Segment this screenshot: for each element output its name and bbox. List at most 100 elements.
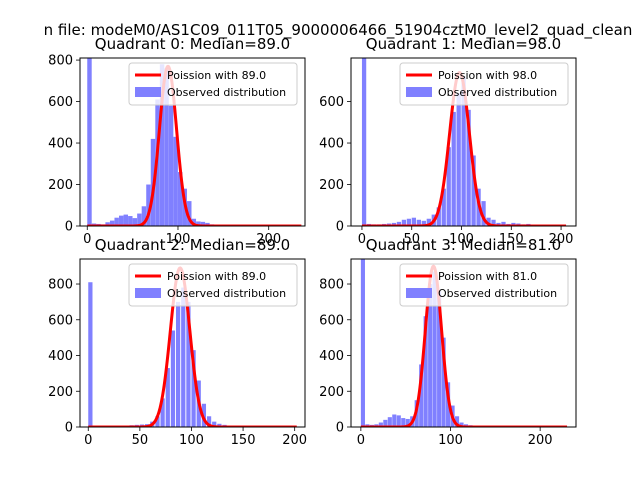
histogram-bar: [88, 282, 93, 427]
histogram-bar: [459, 422, 464, 427]
x-tick-label: 150: [231, 433, 256, 448]
histogram-bar: [416, 219, 421, 226]
legend-box: [128, 62, 298, 106]
legend: Poission with 81.0 Observed distribution: [399, 263, 569, 307]
histogram-bar: [119, 215, 124, 226]
histogram-bar: [446, 147, 451, 226]
y-tick-label: 800: [48, 54, 73, 69]
histogram-bar: [501, 221, 506, 226]
histogram-bar: [173, 136, 178, 226]
histogram-bar: [196, 221, 201, 226]
histogram-bar: [401, 219, 407, 226]
legend: Poission with 89.0 Observed distribution: [128, 62, 298, 106]
x-tick-label: 0: [357, 433, 365, 448]
y-tick-label: 0: [65, 220, 73, 235]
histogram-bar: [437, 291, 442, 427]
subplot-quadrant-1: 0 50 100 150 200 0 200 400 600 Quadrant 1: Median…: [319, 35, 577, 247]
histogram-bar: [441, 188, 446, 226]
axes-frame: [79, 258, 306, 428]
histogram-bar: [170, 330, 176, 427]
y-tick-label: 0: [336, 421, 344, 436]
histogram-bar: [481, 201, 486, 226]
legend-observed-label: Observed distribution: [438, 287, 557, 300]
histogram-bar: [205, 222, 210, 226]
histogram-bar: [160, 398, 165, 427]
x-tick-label: 100: [179, 433, 204, 448]
histogram-bar: [168, 105, 174, 226]
y-tick-label: 200: [48, 178, 73, 193]
histogram-bar: [217, 423, 222, 427]
legend: Poission with 98.0 Observed distribution: [399, 62, 569, 106]
histogram-bar: [406, 218, 412, 226]
x-tick-label: 200: [528, 433, 553, 448]
histogram-bar: [419, 364, 424, 427]
subplot-title: Quadrant 1: Median=98.0: [366, 35, 561, 53]
subplot-quadrant-3: 0 100 200 0 200 400 600 800 Quadrant 3: Median=8…: [319, 236, 577, 448]
histogram-bar: [200, 221, 206, 226]
histogram-bar: [159, 64, 165, 226]
histogram-bar: [165, 368, 170, 427]
histogram-bar: [441, 337, 446, 427]
histogram-bar: [491, 219, 496, 226]
y-tick-label: 800: [48, 278, 73, 293]
histogram-bar: [206, 416, 212, 427]
y-tick-label: 400: [319, 349, 344, 364]
histogram-bar: [378, 422, 383, 427]
histogram-bar: [186, 301, 191, 427]
histogram-bar: [114, 217, 119, 226]
histogram-bar: [360, 259, 365, 427]
legend-observed-label: Observed distribution: [167, 86, 286, 99]
histogram-bar: [109, 220, 115, 226]
y-tick-label: 200: [319, 385, 344, 400]
legend: Poission with 89.0 Observed distribution: [128, 263, 298, 307]
histogram-bar: [105, 222, 110, 226]
histogram-bar: [432, 271, 437, 427]
x-tick-label: 150: [499, 232, 524, 247]
x-tick-label: 0: [84, 433, 92, 448]
histogram-bar: [405, 418, 410, 427]
legend-fit-label: Poission with 89.0: [167, 69, 266, 82]
histogram-bar: [181, 287, 186, 427]
x-tick-label: 50: [403, 232, 420, 247]
x-tick-label: 0: [358, 232, 366, 247]
legend-box: [399, 62, 569, 106]
histogram-bar: [164, 68, 169, 226]
subplot-title: Quadrant 0: Median=89.0: [95, 35, 290, 53]
subplot-title: Quadrant 3: Median=81.0: [366, 236, 561, 254]
axes-frame: [350, 258, 577, 428]
histogram-bar: [361, 58, 367, 226]
subplot-quadrant-0: 0 100 200 0 200 400 600 800 Quadrant 0: Median=8…: [48, 35, 306, 247]
legend-observed-swatch: [406, 87, 432, 97]
y-tick-label: 800: [319, 278, 344, 293]
x-tick-label: 0: [83, 232, 91, 247]
y-tick-label: 600: [48, 95, 73, 110]
histogram-bar: [466, 109, 471, 226]
histogram-bar: [137, 213, 142, 226]
histogram-bar: [383, 419, 388, 427]
plot-area: [87, 266, 299, 427]
y-tick-label: 200: [48, 385, 73, 400]
x-tick-label: 100: [438, 433, 463, 448]
histogram-bar: [471, 155, 476, 226]
histogram-bar: [177, 172, 183, 226]
legend-observed-swatch: [135, 87, 161, 97]
legend-fit-label: Poission with 89.0: [167, 270, 266, 283]
y-tick-label: 600: [48, 313, 73, 328]
y-tick-label: 600: [319, 313, 344, 328]
histogram-bar: [511, 222, 516, 226]
histogram-bar: [486, 217, 491, 226]
legend-box: [399, 263, 569, 307]
histogram-bar: [391, 222, 397, 226]
histogram-bar: [146, 184, 151, 226]
legend-box: [128, 263, 298, 307]
y-tick-label: 400: [319, 137, 344, 152]
histogram-bar: [212, 421, 217, 427]
legend-fit-label: Poission with 81.0: [438, 270, 537, 283]
histogram-bar: [175, 301, 181, 427]
subplot-quadrant-2: 0 50 100 150 200 0 200 400 600 800 Quadrant 2: Med…: [48, 236, 307, 448]
histogram-bar: [387, 417, 392, 427]
x-tick-label: 200: [256, 232, 281, 247]
legend-observed-swatch: [406, 288, 432, 298]
y-tick-label: 600: [319, 95, 344, 110]
